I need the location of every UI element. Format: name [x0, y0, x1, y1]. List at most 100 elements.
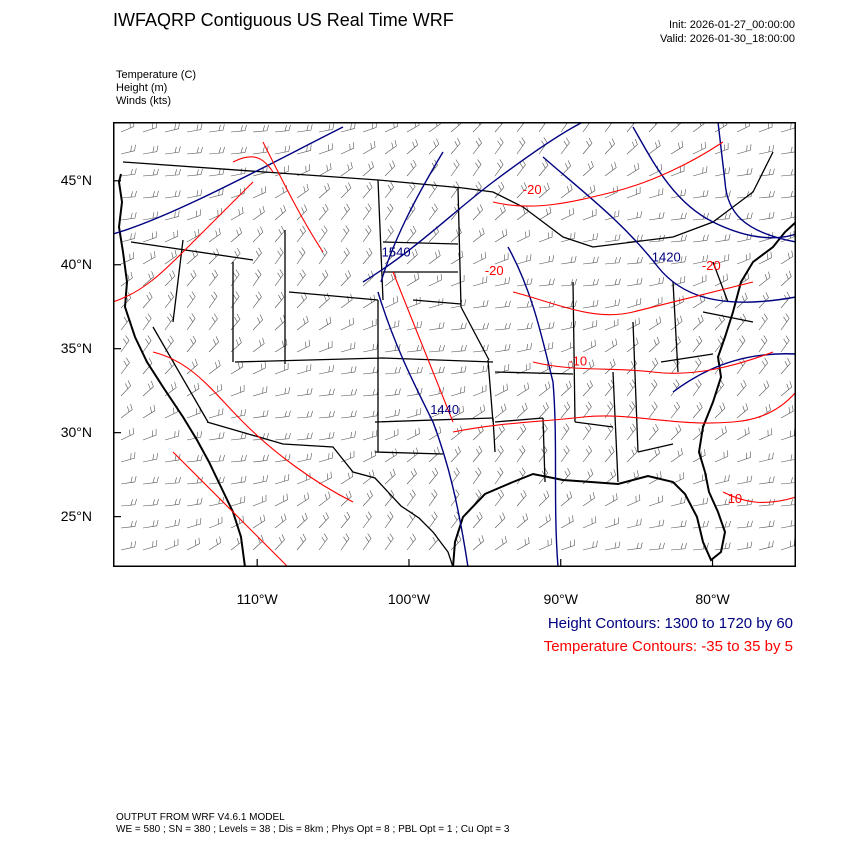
- wind-barb: [186, 189, 203, 199]
- chart-title: IWFAQRP Contiguous US Real Time WRF: [113, 10, 454, 30]
- wind-barb: [450, 385, 466, 397]
- wind-barb: [274, 247, 284, 265]
- wind-barb: [472, 276, 488, 287]
- wind-barb: [186, 123, 203, 133]
- wind-barb: [406, 366, 423, 375]
- height-contours-layer: [113, 122, 796, 567]
- wind-barb: [780, 429, 795, 441]
- state-line-central: [377, 179, 496, 453]
- wind-barb: [736, 357, 746, 375]
- wind-barb: [626, 211, 642, 221]
- wind-barb: [692, 449, 706, 463]
- wind-barb: [384, 511, 394, 529]
- wind-barb: [604, 469, 617, 485]
- wind-barb: [736, 292, 748, 309]
- wind-barb: [164, 519, 180, 529]
- wind-barb: [296, 183, 309, 199]
- wind-barb: [274, 493, 288, 507]
- wind-barb: [516, 423, 527, 441]
- wind-barb: [230, 454, 247, 463]
- wind-barb: [362, 366, 379, 375]
- wind-barb: [120, 427, 134, 441]
- wind-barb: [340, 317, 354, 331]
- wind-barb: [494, 122, 505, 133]
- state-line-east: [494, 261, 754, 483]
- wind-barb: [626, 446, 638, 463]
- height-contour-label: 1540: [382, 244, 411, 259]
- wind-barb: [494, 137, 504, 155]
- wind-barb: [230, 269, 240, 287]
- wind-barb: [582, 137, 593, 155]
- height-contours-legend: Height Contours: 1300 to 1720 by 60: [547, 615, 793, 632]
- wind-barb: [296, 388, 313, 397]
- wind-barb: [164, 122, 180, 133]
- wind-barb: [560, 256, 577, 265]
- wind-barb: [406, 533, 417, 551]
- wind-barb: [758, 313, 768, 331]
- us-outline: [117, 173, 246, 567]
- wind-barb: [406, 344, 423, 353]
- wind-barb: [582, 209, 597, 221]
- wind-barb: [208, 248, 220, 265]
- wind-barb: [538, 182, 550, 199]
- wind-barb: [142, 168, 159, 177]
- wind-barb: [296, 315, 309, 331]
- wind-barb: [582, 160, 594, 177]
- wind-barb: [450, 226, 462, 243]
- wind-barb: [362, 161, 374, 177]
- wind-barb: [494, 204, 506, 221]
- wind-barb: [208, 168, 225, 177]
- wind-barb: [736, 475, 753, 485]
- wind-barb: [692, 402, 703, 419]
- wind-barb: [340, 293, 353, 309]
- wind-barb: [626, 317, 640, 331]
- wind-barb: [252, 494, 267, 507]
- wind-barb: [406, 297, 421, 309]
- temperature-contours-legend: Temperature Contours: -35 to 35 by 5: [543, 638, 793, 655]
- temperature-contours-layer: [113, 141, 796, 567]
- wind-barb: [340, 410, 357, 419]
- temperature-contour: [492, 141, 724, 207]
- wind-barb: [538, 255, 554, 265]
- wind-barb: [516, 229, 530, 243]
- wind-barb: [274, 432, 291, 441]
- wind-barb: [340, 203, 350, 221]
- wind-barb: [780, 405, 794, 419]
- wind-barb: [604, 161, 617, 177]
- wind-barb: [648, 447, 661, 463]
- wind-barb: [296, 453, 312, 463]
- wind-barb: [384, 160, 396, 177]
- wind-barb: [560, 468, 571, 485]
- wind-barb: [714, 450, 729, 463]
- wind-barb: [648, 357, 659, 375]
- wind-barb: [626, 187, 641, 199]
- wind-barb: [142, 380, 154, 397]
- height-contour: [377, 291, 469, 567]
- wind-barb: [780, 169, 796, 177]
- wind-barb: [648, 256, 665, 265]
- wind-barb: [472, 445, 483, 463]
- wind-barb: [450, 159, 460, 177]
- wind-barb: [494, 536, 507, 551]
- wind-barb: [164, 210, 180, 221]
- wind-barb: [736, 313, 747, 331]
- wind-barb: [538, 538, 553, 551]
- wind-barb: [648, 424, 659, 441]
- height-contour: [717, 122, 796, 243]
- wind-barb: [758, 476, 775, 485]
- wind-barb: [472, 535, 485, 551]
- wind-barb: [208, 227, 221, 243]
- wind-barb: [186, 168, 203, 177]
- wind-barb: [296, 533, 307, 551]
- wind-barb: [736, 380, 747, 397]
- wind-barb: [758, 380, 770, 397]
- wind-barb: [362, 490, 373, 507]
- wind-barb: [428, 273, 442, 287]
- wind-barb: [626, 138, 638, 155]
- temperature-contour-label: 10: [728, 491, 742, 506]
- temperature-contour: [512, 281, 754, 316]
- wind-barb: [494, 228, 508, 243]
- wind-barb: [164, 454, 181, 463]
- model-parameters: WE = 580 ; SN = 380 ; Levels = 38 ; Dis …: [116, 824, 510, 835]
- temperature-contour-label: -20: [485, 263, 504, 278]
